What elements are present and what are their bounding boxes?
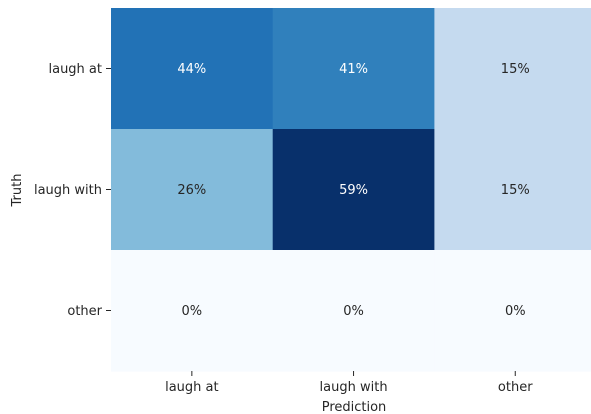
heatmap-cell-r2-c0 [111, 250, 274, 372]
x-axis-label: Prediction [322, 400, 387, 414]
heatmap-cell-r1-c1 [272, 129, 435, 251]
cell-label-r2-c1: 0% [343, 304, 364, 319]
y-tick-label: other [67, 304, 102, 319]
cell-label-r2-c2: 0% [505, 304, 526, 319]
y-tick-label: laugh at [48, 62, 102, 77]
heatmap-cell-r2-c2 [434, 250, 591, 372]
x-tick-label: laugh at [165, 380, 219, 395]
cell-label-r2-c0: 0% [182, 304, 203, 319]
heatmap-cell-r0-c0 [111, 8, 274, 130]
x-tick-label: other [498, 380, 533, 395]
cell-label-r1-c1: 59% [339, 183, 368, 198]
x-axis: laugh at laugh with other [165, 371, 533, 395]
heatmap-cell-r2-c1 [272, 250, 435, 372]
heatmap-cell-r0-c2 [434, 8, 591, 130]
y-tick-label: laugh with [34, 183, 102, 198]
cell-label-r1-c0: 26% [177, 183, 206, 198]
cell-label-r0-c2: 15% [501, 62, 530, 77]
heatmap-cell-r0-c1 [272, 8, 435, 130]
heatmap-cell-r1-c2 [434, 129, 591, 251]
heatmap-cell-labels: 44% 41% 15% 26% 59% 15% 0% 0% 0% [177, 62, 529, 319]
y-axis-label: Truth [10, 174, 25, 208]
cell-label-r0-c0: 44% [177, 62, 206, 77]
x-tick-label: laugh with [320, 380, 388, 395]
heatmap-cells [111, 8, 591, 372]
cell-label-r1-c2: 15% [501, 183, 530, 198]
cell-label-r0-c1: 41% [339, 62, 368, 77]
y-axis: laugh at laugh with other [34, 62, 111, 319]
heatmap-cell-r1-c0 [111, 129, 274, 251]
